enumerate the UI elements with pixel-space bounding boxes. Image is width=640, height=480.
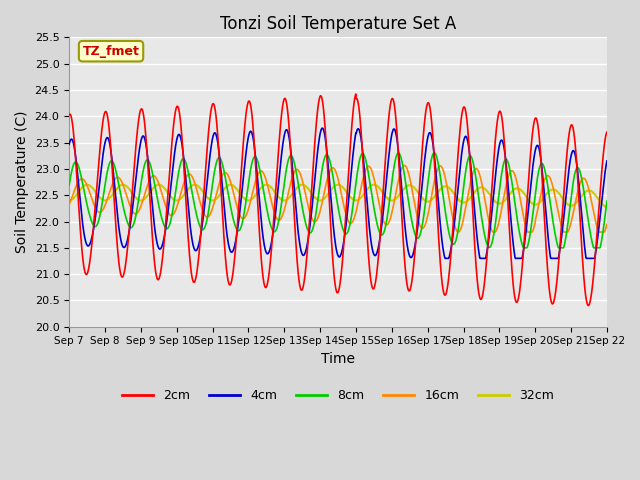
2cm bbox=[352, 91, 360, 97]
2cm bbox=[245, 98, 253, 104]
8cm bbox=[520, 245, 527, 251]
32cm bbox=[422, 198, 429, 204]
4cm bbox=[540, 185, 548, 191]
Line: 16cm: 16cm bbox=[69, 166, 607, 232]
Legend: 2cm, 4cm, 8cm, 16cm, 32cm: 2cm, 4cm, 8cm, 16cm, 32cm bbox=[117, 384, 559, 408]
16cm bbox=[65, 202, 73, 207]
2cm bbox=[492, 131, 500, 136]
16cm bbox=[540, 179, 548, 185]
16cm bbox=[401, 163, 408, 168]
4cm bbox=[492, 165, 500, 170]
2cm bbox=[422, 109, 429, 115]
2cm bbox=[603, 129, 611, 135]
Line: 8cm: 8cm bbox=[69, 153, 607, 248]
32cm bbox=[65, 198, 73, 204]
8cm bbox=[172, 189, 179, 194]
4cm bbox=[185, 209, 193, 215]
X-axis label: Time: Time bbox=[321, 352, 355, 366]
16cm bbox=[172, 207, 179, 213]
16cm bbox=[603, 221, 611, 227]
8cm bbox=[185, 172, 193, 178]
2cm bbox=[65, 112, 73, 118]
4cm bbox=[319, 125, 326, 131]
16cm bbox=[492, 228, 500, 233]
16cm bbox=[245, 204, 253, 210]
8cm bbox=[245, 177, 253, 183]
16cm bbox=[422, 220, 429, 226]
2cm bbox=[540, 198, 547, 204]
4cm bbox=[441, 255, 449, 261]
8cm bbox=[540, 163, 548, 169]
16cm bbox=[489, 229, 497, 235]
32cm bbox=[83, 182, 91, 188]
8cm bbox=[431, 150, 438, 156]
32cm bbox=[540, 195, 547, 201]
32cm bbox=[185, 185, 193, 191]
32cm bbox=[492, 199, 500, 205]
32cm bbox=[603, 204, 611, 210]
4cm bbox=[172, 143, 179, 148]
Title: Tonzi Soil Temperature Set A: Tonzi Soil Temperature Set A bbox=[220, 15, 456, 33]
32cm bbox=[246, 197, 253, 203]
8cm bbox=[603, 198, 611, 204]
Text: TZ_fmet: TZ_fmet bbox=[83, 45, 140, 58]
8cm bbox=[65, 182, 73, 188]
2cm bbox=[584, 302, 592, 308]
4cm bbox=[65, 142, 73, 147]
4cm bbox=[422, 148, 429, 154]
2cm bbox=[185, 242, 193, 248]
32cm bbox=[172, 198, 180, 204]
Y-axis label: Soil Temperature (C): Soil Temperature (C) bbox=[15, 111, 29, 253]
16cm bbox=[185, 171, 193, 177]
4cm bbox=[603, 158, 611, 164]
Line: 4cm: 4cm bbox=[69, 128, 607, 258]
Line: 32cm: 32cm bbox=[69, 185, 607, 207]
2cm bbox=[172, 108, 179, 113]
Line: 2cm: 2cm bbox=[69, 94, 607, 305]
8cm bbox=[422, 201, 429, 207]
8cm bbox=[492, 216, 500, 222]
4cm bbox=[245, 132, 253, 138]
